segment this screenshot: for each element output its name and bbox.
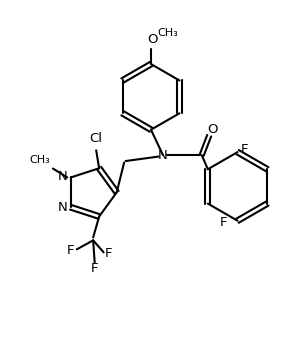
- Text: CH₃: CH₃: [158, 28, 178, 38]
- Text: O: O: [147, 33, 158, 46]
- Text: Cl: Cl: [89, 132, 102, 145]
- Text: N: N: [57, 171, 67, 183]
- Text: F: F: [91, 262, 98, 275]
- Text: N: N: [158, 149, 168, 162]
- Text: O: O: [207, 123, 217, 136]
- Text: F: F: [241, 143, 249, 156]
- Text: F: F: [104, 247, 112, 260]
- Text: CH₃: CH₃: [30, 155, 50, 165]
- Text: F: F: [67, 244, 75, 257]
- Text: N: N: [58, 202, 68, 214]
- Text: F: F: [220, 216, 227, 229]
